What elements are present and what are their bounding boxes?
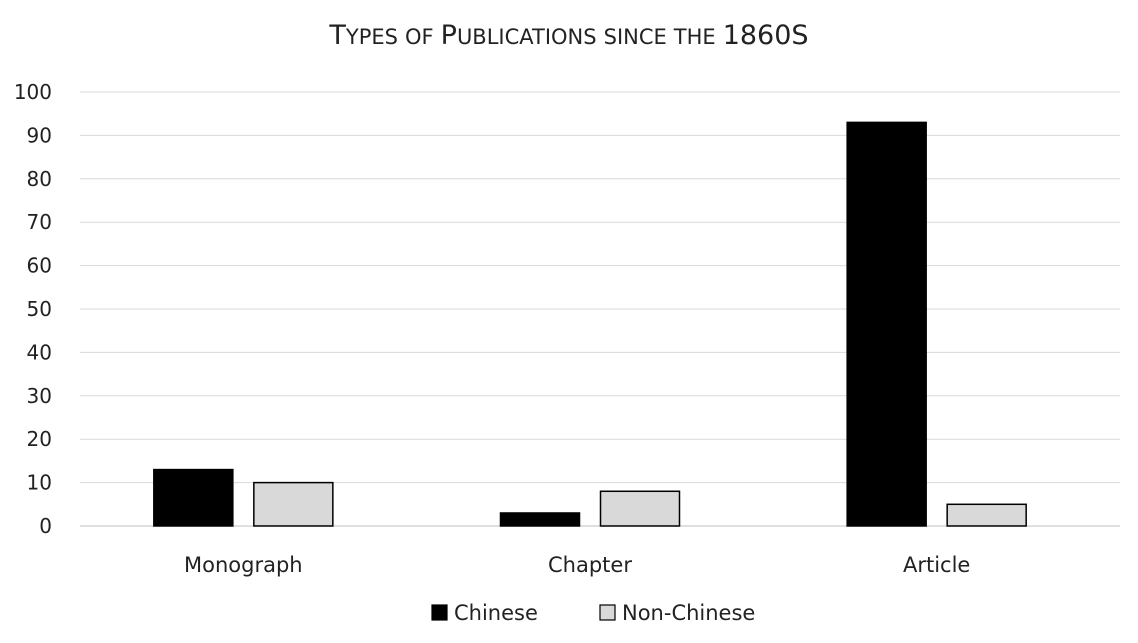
- legend-swatch: [599, 604, 616, 621]
- legend-label: Non-Chinese: [622, 601, 755, 625]
- y-tick-label: 90: [27, 123, 52, 147]
- y-tick-label: 20: [27, 427, 52, 451]
- gridlines: [80, 91, 1120, 527]
- chart-title: TYPES OF PUBLICATIONS SINCE THE 1860S: [328, 20, 808, 51]
- x-category-label: Article: [903, 553, 970, 577]
- x-category-label: Monograph: [184, 553, 303, 577]
- y-tick-label: 50: [27, 297, 52, 321]
- legend-swatch: [431, 604, 448, 621]
- y-tick-label: 40: [27, 340, 52, 364]
- bar-non-chinese-chapter: [599, 490, 681, 527]
- y-tick-label: 80: [27, 167, 52, 191]
- chart-title-text: TYPES OF PUBLICATIONS SINCE THE 1860S: [328, 20, 808, 51]
- bar-non-chinese-monograph: [253, 481, 334, 527]
- x-category-label: Chapter: [548, 553, 632, 577]
- y-tick-label: 60: [27, 254, 52, 278]
- y-tick-label: 70: [27, 210, 52, 234]
- y-tick-label: 100: [14, 80, 52, 104]
- y-tick-label: 0: [39, 514, 52, 538]
- legend-label: Chinese: [454, 601, 538, 625]
- y-tick-label: 30: [27, 384, 52, 408]
- bar-chinese-chapter: [499, 512, 581, 527]
- legend: Chinese Non-Chinese: [431, 601, 755, 625]
- bar-chinese-monograph: [153, 468, 234, 527]
- bars: [153, 121, 1027, 527]
- x-axis-categories: Monograph Chapter Article: [184, 553, 970, 577]
- bar-chinese-article: [846, 121, 927, 527]
- bar-non-chinese-article: [946, 503, 1027, 527]
- y-axis-ticks: 0 10 20 30 40 50 60 70 80 90 100: [14, 80, 52, 538]
- y-tick-label: 10: [27, 471, 52, 495]
